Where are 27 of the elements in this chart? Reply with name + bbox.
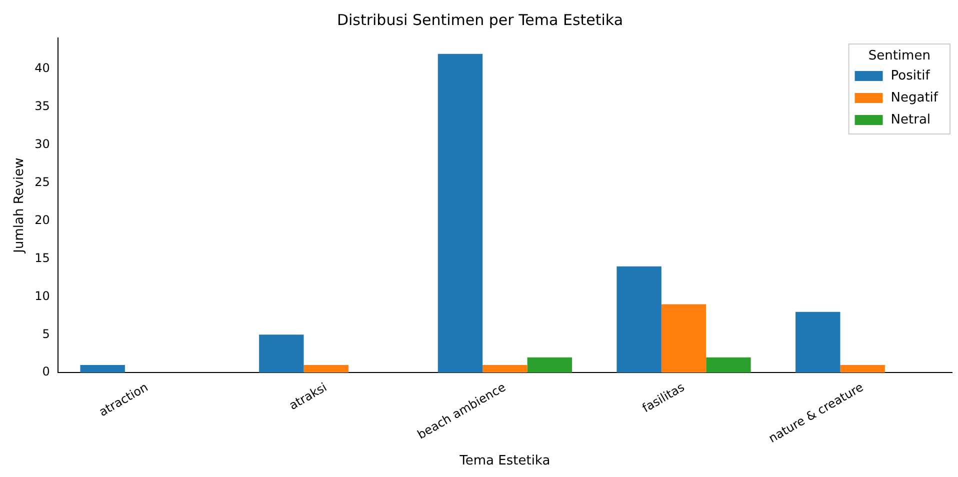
y-tick-label: 15 bbox=[34, 250, 50, 265]
legend-label: Negatif bbox=[890, 90, 938, 106]
bar bbox=[840, 365, 885, 373]
bar bbox=[259, 334, 304, 373]
x-axis-title: Tema Estetika bbox=[458, 454, 550, 469]
bar bbox=[661, 304, 706, 373]
y-tick-label: 40 bbox=[34, 61, 50, 76]
chart-title: Distribusi Sentimen per Tema Estetika bbox=[336, 10, 624, 29]
y-tick-label: 0 bbox=[42, 364, 50, 379]
bar bbox=[706, 357, 751, 373]
y-tick-label: 30 bbox=[34, 137, 50, 152]
y-tick-label: 25 bbox=[34, 175, 50, 190]
legend-label: Positif bbox=[890, 68, 930, 84]
bar bbox=[796, 312, 840, 373]
y-tick-label: 20 bbox=[34, 212, 50, 227]
legend-label: Netral bbox=[890, 112, 931, 128]
bar bbox=[616, 266, 662, 373]
bar bbox=[482, 365, 528, 373]
bar bbox=[304, 365, 348, 373]
y-tick-label: 5 bbox=[42, 326, 50, 341]
bar bbox=[438, 54, 483, 373]
y-axis-title: Jumlah Review bbox=[12, 157, 28, 254]
y-tick-label: 10 bbox=[34, 288, 50, 303]
y-tick-label: 35 bbox=[34, 99, 50, 114]
bar bbox=[80, 365, 125, 373]
legend-title: Sentimen bbox=[868, 48, 930, 64]
bar bbox=[527, 357, 572, 373]
